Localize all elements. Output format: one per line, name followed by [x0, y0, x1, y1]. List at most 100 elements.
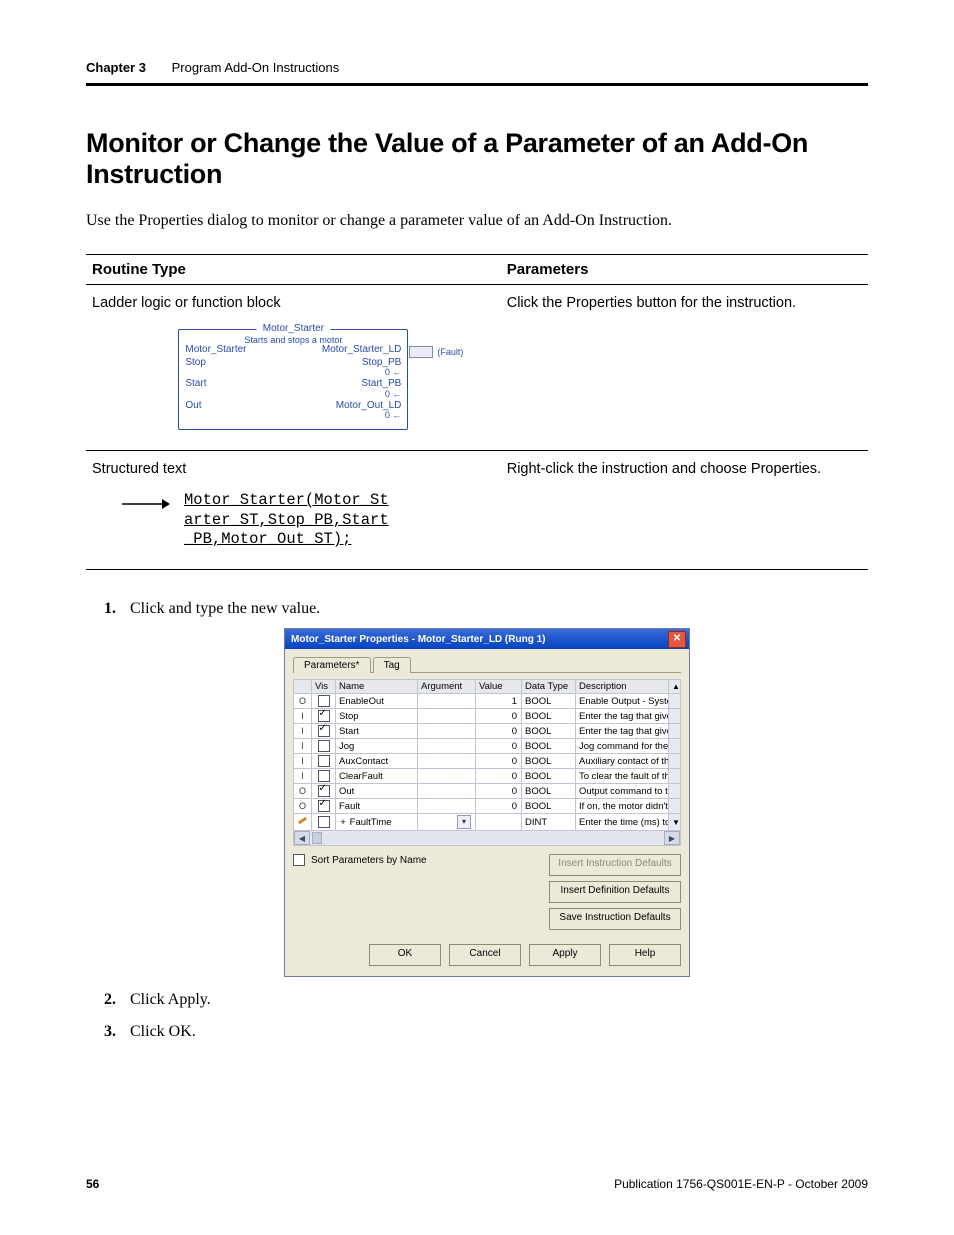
grid-value-cell[interactable]: 0 [476, 784, 522, 799]
grid-scroll-track[interactable] [669, 799, 681, 814]
chevron-up-icon[interactable]: ▲ [672, 682, 680, 691]
grid-scroll-track[interactable] [669, 784, 681, 799]
grid-row[interactable]: OOut0BOOLOutput command to the motor st [294, 784, 681, 799]
grid-header-name[interactable]: Name [336, 680, 418, 694]
grid-dtype-cell: BOOL [522, 739, 576, 754]
grid-vis-cell[interactable] [312, 799, 336, 814]
tab-parameters[interactable]: Parameters* [293, 657, 371, 673]
grid-value-cell[interactable]: 0 [476, 769, 522, 784]
grid-arg-cell[interactable] [418, 724, 476, 739]
grid-name-cell[interactable]: Start [336, 724, 418, 739]
grid-header-vis[interactable]: Vis [312, 680, 336, 694]
header-rule [86, 83, 868, 86]
grid-value-cell[interactable]: 0 [476, 709, 522, 724]
grid-vis-cell[interactable] [312, 739, 336, 754]
grid-header-io[interactable] [294, 680, 312, 694]
grid-scroll-down[interactable]: ▼ [669, 814, 681, 831]
grid-row[interactable]: OEnableOut1BOOLEnable Output - System De… [294, 694, 681, 709]
grid-name-cell[interactable]: Fault [336, 799, 418, 814]
grid-value-cell[interactable] [476, 814, 522, 831]
grid-header-dtype[interactable]: Data Type [522, 680, 576, 694]
dialog-titlebar[interactable]: Motor_Starter Properties - Motor_Starter… [285, 629, 689, 649]
grid-name-cell[interactable]: + FaultTime [336, 814, 418, 831]
grid-arg-cell[interactable] [418, 709, 476, 724]
ladder-param-left: Stop [185, 357, 206, 370]
grid-vis-cell[interactable] [312, 709, 336, 724]
grid-arg-cell[interactable] [418, 769, 476, 784]
apply-button[interactable]: Apply [529, 944, 601, 966]
vis-checkbox[interactable] [318, 740, 330, 752]
grid-value-cell[interactable]: 1 [476, 694, 522, 709]
grid-arg-cell[interactable]: ▾ [418, 814, 476, 831]
vis-checkbox[interactable] [318, 695, 330, 707]
grid-name-cell[interactable]: Stop [336, 709, 418, 724]
grid-scroll-track[interactable] [669, 739, 681, 754]
grid-scroll-track[interactable] [669, 724, 681, 739]
grid-value-cell[interactable]: 0 [476, 799, 522, 814]
vis-checkbox[interactable] [318, 710, 330, 722]
help-button[interactable]: Help [609, 944, 681, 966]
grid-row[interactable]: OFault0BOOLIf on, the motor didn't start… [294, 799, 681, 814]
tab-tag[interactable]: Tag [373, 657, 411, 673]
grid-name-cell[interactable]: ClearFault [336, 769, 418, 784]
grid-scroll-track[interactable] [669, 769, 681, 784]
scroll-left-icon[interactable]: ◀ [294, 831, 310, 845]
grid-row[interactable]: IClearFault0BOOLTo clear the fault of th… [294, 769, 681, 784]
grid-row[interactable]: IAuxContact0BOOLAuxiliary contact of the… [294, 754, 681, 769]
grid-header-desc[interactable]: Description [576, 680, 669, 694]
grid-row[interactable]: IStart0BOOLEnter the tag that gives the … [294, 724, 681, 739]
grid-name-cell[interactable]: EnableOut [336, 694, 418, 709]
grid-name-cell[interactable]: AuxContact [336, 754, 418, 769]
grid-arg-cell[interactable] [418, 754, 476, 769]
grid-header-scroll[interactable]: ▲ [669, 680, 681, 694]
vis-checkbox[interactable] [318, 816, 330, 828]
scroll-right-icon[interactable]: ▶ [664, 831, 680, 845]
close-icon[interactable]: ✕ [668, 631, 686, 648]
grid-arg-cell[interactable] [418, 694, 476, 709]
vis-checkbox[interactable] [318, 755, 330, 767]
chevron-down-icon[interactable]: ▼ [672, 818, 680, 827]
grid-header-arg[interactable]: Argument [418, 680, 476, 694]
expand-icon[interactable]: + [339, 817, 347, 828]
cancel-button[interactable]: Cancel [449, 944, 521, 966]
grid-vis-cell[interactable] [312, 784, 336, 799]
grid-value-cell[interactable]: 0 [476, 739, 522, 754]
grid-vis-cell[interactable] [312, 724, 336, 739]
vis-checkbox[interactable] [318, 785, 330, 797]
grid-value-cell[interactable]: 0 [476, 754, 522, 769]
ladder-param-zero: 0 ← [185, 390, 401, 398]
insert-definition-defaults-button[interactable]: Insert Definition Defaults [549, 881, 681, 903]
checkbox-icon[interactable] [293, 854, 305, 866]
vis-checkbox[interactable] [318, 725, 330, 737]
vis-checkbox[interactable] [318, 770, 330, 782]
grid-row[interactable]: IJog0BOOLJog command for the motor. To [294, 739, 681, 754]
grid-vis-cell[interactable] [312, 754, 336, 769]
save-instruction-defaults-button[interactable]: Save Instruction Defaults [549, 908, 681, 930]
grid-row[interactable]: IStop0BOOLEnter the tag that gives the s… [294, 709, 681, 724]
grid-header-value[interactable]: Value [476, 680, 522, 694]
grid-row[interactable]: + FaultTime▾DINTEnter the time (ms) to w… [294, 814, 681, 831]
sort-parameters-checkbox[interactable]: Sort Parameters by Name [293, 854, 427, 866]
io-direction-icon: I [299, 726, 306, 736]
insert-instruction-defaults-button[interactable]: Insert Instruction Defaults [549, 854, 681, 876]
grid-scroll-track[interactable] [669, 754, 681, 769]
vis-checkbox[interactable] [318, 800, 330, 812]
chevron-down-icon[interactable]: ▾ [457, 815, 471, 829]
horizontal-scrollbar[interactable]: ◀ ▶ [293, 831, 681, 846]
grid-vis-cell[interactable] [312, 769, 336, 784]
grid-value-cell[interactable]: 0 [476, 724, 522, 739]
grid-scroll-track[interactable] [669, 709, 681, 724]
grid-scroll-track[interactable] [669, 694, 681, 709]
grid-vis-cell[interactable] [312, 814, 336, 831]
scroll-thumb[interactable] [312, 832, 322, 844]
parameters-grid[interactable]: Vis Name Argument Value Data Type Descri… [293, 679, 681, 831]
ok-button[interactable]: OK [369, 944, 441, 966]
grid-arg-cell[interactable] [418, 739, 476, 754]
grid-vis-cell[interactable] [312, 694, 336, 709]
grid-name: FaultTime [350, 817, 392, 828]
grid-arg-cell[interactable] [418, 784, 476, 799]
ladder-top-right: Motor_Starter_LD [322, 344, 401, 357]
grid-name-cell[interactable]: Out [336, 784, 418, 799]
grid-name-cell[interactable]: Jog [336, 739, 418, 754]
grid-arg-cell[interactable] [418, 799, 476, 814]
